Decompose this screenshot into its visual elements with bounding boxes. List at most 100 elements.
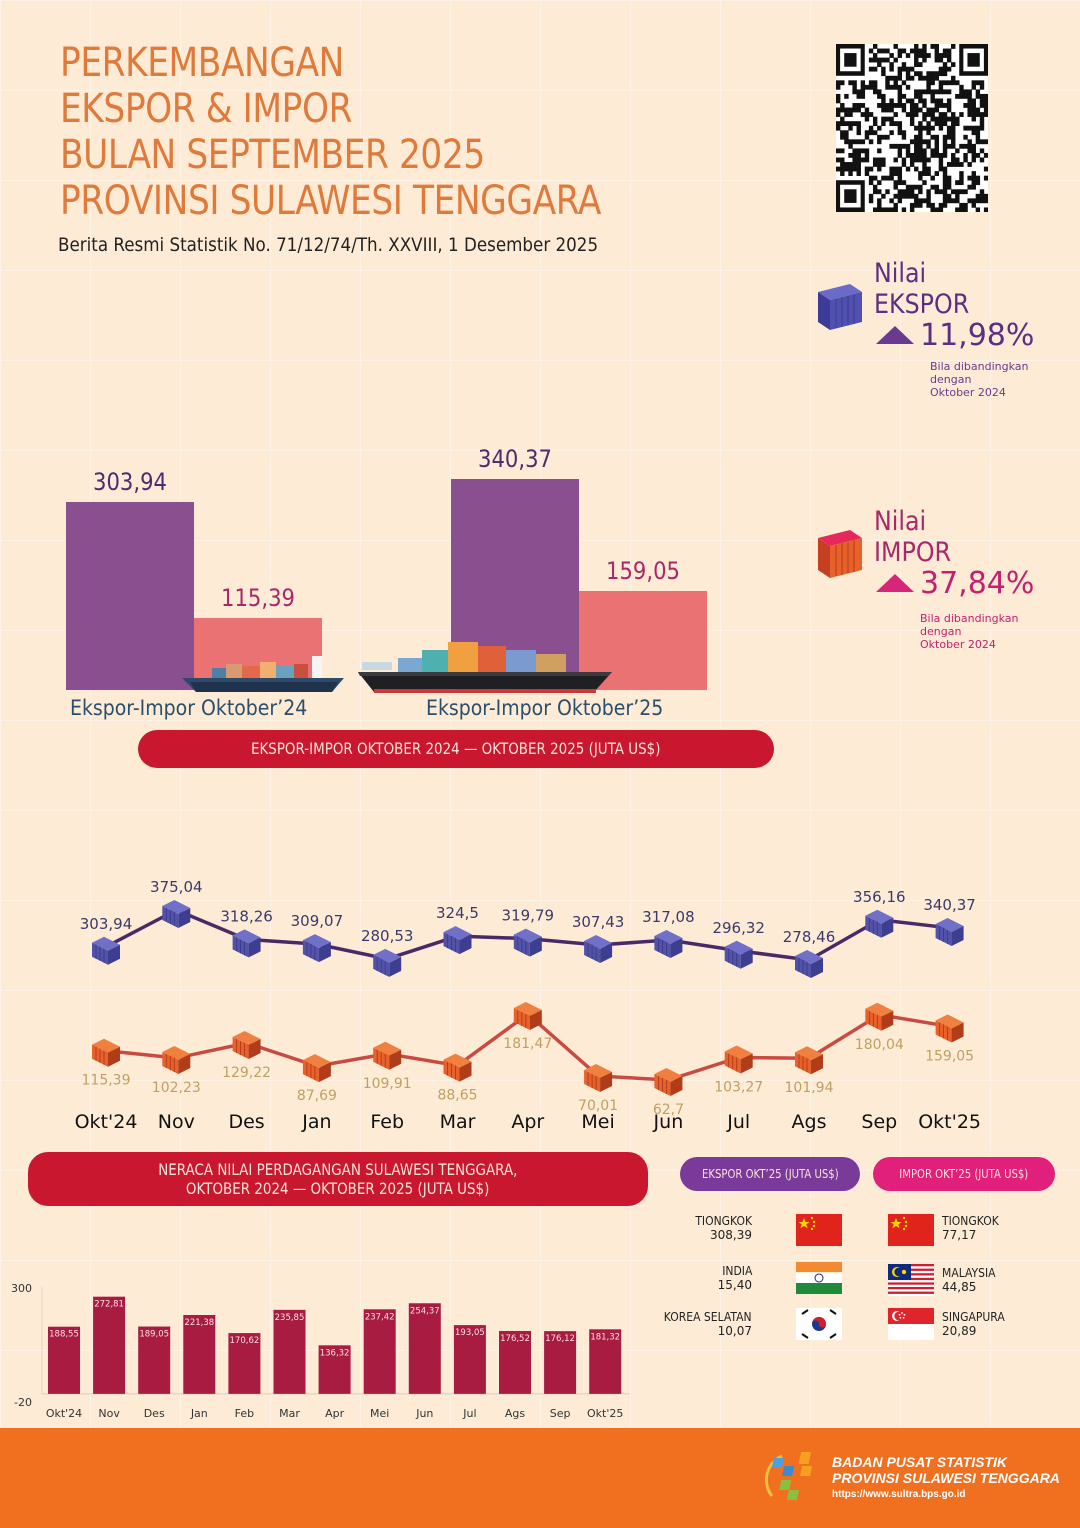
ekspor-value-label-12: 340,37 [923, 896, 976, 914]
balance-month-tick-6: Apr [325, 1407, 345, 1420]
container-export-icon [816, 282, 864, 337]
balance-value-label-6: 136,32 [320, 1348, 350, 1358]
india-flag-icon [796, 1262, 842, 1294]
ekspor-value-label-6: 319,79 [502, 907, 555, 925]
impor-point-4 [373, 1041, 402, 1070]
month-tick-3: Jan [301, 1111, 331, 1133]
comparison-bar-ekspor-0 [66, 501, 194, 690]
impor-value-label-6: 181,47 [503, 1036, 552, 1052]
month-tick-8: Jun [653, 1111, 684, 1133]
balance-value-label-3: 221,38 [184, 1318, 214, 1328]
ekspor-point-5 [443, 926, 472, 955]
balance-month-tick-9: Jul [462, 1407, 476, 1420]
ekspor-point-9 [724, 940, 753, 969]
kpi-impor-label: Nilai IMPOR [874, 506, 951, 568]
south-korea-flag-icon [796, 1308, 842, 1340]
ekspor-value-label-5: 324,5 [436, 904, 479, 922]
ekspor-value-label-4: 280,53 [361, 927, 414, 945]
impor-value-label-2: 129,22 [222, 1065, 271, 1081]
kpi-ekspor-label: Nilai EKSPOR [874, 258, 969, 320]
kpi-impor-label-1: Nilai [874, 506, 927, 537]
title-line-3: BULAN SEPTEMBER 2025 [60, 132, 485, 178]
balance-bar-8 [408, 1303, 441, 1394]
balance-month-tick-0: Okt'24 [46, 1407, 82, 1420]
footer-org-1: BADAN PUSAT STATISTIK [832, 1454, 1007, 1470]
ekspor-partners-title: EKSPOR OKT’25 (JUTA US$) [701, 1167, 839, 1181]
comparison-label-ekspor-0: 303,94 [93, 467, 167, 496]
balance-bar-6 [318, 1345, 351, 1394]
kpi-impor-note: Bila dibandingkan dengan Oktober 2024 [920, 612, 1019, 651]
small-ship-icon [182, 652, 346, 701]
ekspor-point-10 [795, 950, 823, 978]
month-tick-4: Feb [370, 1111, 404, 1133]
partner-value: 77,17 [942, 1228, 977, 1242]
balance-month-tick-10: Ags [505, 1407, 526, 1420]
impor-point-2 [232, 1031, 261, 1060]
china-flag-icon [796, 1214, 842, 1246]
comparison-category-1: Ekspor-Impor Oktober’24 [70, 696, 308, 720]
qr-code-icon[interactable] [836, 44, 989, 213]
singapore-flag-icon [888, 1308, 934, 1340]
balance-bar-9 [453, 1325, 486, 1394]
balance-value-label-2: 189,05 [139, 1330, 169, 1340]
banner-balance-text-2: OKTOBER 2024 — OKTOBER 2025 (JUTA US$) [186, 1179, 490, 1198]
impor-point-7 [584, 1063, 613, 1092]
balance-month-tick-3: Jan [190, 1407, 208, 1420]
kpi-ekspor-label-1: Nilai [874, 258, 927, 289]
balance-value-label-11: 176,12 [545, 1334, 575, 1344]
china-flag-icon [888, 1214, 934, 1246]
impor-point-5 [443, 1053, 472, 1082]
balance-bar-10 [499, 1330, 531, 1394]
kpi-ekspor-note-3: Oktober 2024 [930, 386, 1006, 399]
impor-point-0 [92, 1038, 120, 1067]
ekspor-value-label-0: 303,94 [80, 915, 133, 933]
impor-value-label-1: 102,23 [152, 1080, 201, 1096]
footer-url[interactable]: https://www.sultra.bps.go.id [832, 1489, 966, 1500]
impor-value-label-10: 101,94 [785, 1080, 834, 1096]
partner-country: INDIA [721, 1264, 752, 1278]
large-ship-icon [358, 636, 614, 701]
footer [0, 1428, 1080, 1528]
balance-value-label-12: 181,32 [590, 1332, 620, 1342]
banner-monthly: EKSPOR-IMPOR OKTOBER 2024 — OKTOBER 2025… [138, 730, 774, 768]
balance-value-label-8: 254,37 [410, 1306, 440, 1316]
ekspor-value-label-10: 278,46 [783, 928, 836, 946]
ekspor-partners-header: EKSPOR OKT’25 (JUTA US$) [680, 1157, 860, 1191]
title-line-4: PROVINSI SULAWESI TENGGARA [60, 178, 601, 224]
footer-org-2: PROVINSI SULAWESI TENGGARA [832, 1470, 1060, 1486]
impor-point-10 [795, 1046, 823, 1075]
impor-point-11 [865, 1002, 894, 1031]
partner-value: 308,39 [710, 1228, 752, 1242]
impor-value-label-11: 180,04 [855, 1037, 904, 1053]
banner-balance: NERACA NILAI PERDAGANGAN SULAWESI TENGGA… [28, 1152, 648, 1206]
balance-bar-2 [138, 1326, 171, 1394]
container-import-icon [816, 528, 864, 585]
partner-value: 15,40 [717, 1278, 752, 1292]
balance-month-tick-11: Sep [550, 1407, 571, 1420]
impor-partners-list: TIONGKOK 77,17 MALAYSIA 44,85 SINGAPURA … [886, 1210, 1076, 1350]
month-tick-1: Nov [158, 1111, 195, 1133]
month-tick-7: Mei [581, 1111, 614, 1133]
partner-value: 20,89 [942, 1324, 977, 1338]
list-item: SINGAPURA 20,89 [942, 1310, 1012, 1338]
balance-chart: 300 -20 188,55 Okt'24 272,81 Nov 189,05 Des 221,… [0, 1270, 660, 1430]
balance-month-tick-2: Des [144, 1407, 165, 1420]
malaysia-flag-icon [888, 1264, 934, 1296]
ekspor-value-label-11: 356,16 [853, 888, 906, 906]
ekspor-point-1 [162, 900, 191, 928]
ekspor-point-8 [654, 930, 683, 959]
kpi-impor-note-1: Bila dibandingkan [920, 612, 1019, 625]
month-tick-10: Ags [792, 1111, 827, 1133]
ekspor-point-2 [232, 929, 261, 958]
impor-point-1 [162, 1046, 191, 1075]
impor-point-8 [654, 1068, 683, 1096]
impor-value-label-9: 103,27 [714, 1079, 763, 1095]
balance-bar-4 [228, 1333, 261, 1394]
month-tick-0: Okt'24 [75, 1111, 138, 1133]
title-line-2: EKSPOR & IMPOR [60, 86, 353, 132]
balance-ytick-1: -20 [14, 1396, 32, 1409]
bps-logo-icon[interactable] [762, 1448, 826, 1509]
partner-country: SINGAPURA [942, 1310, 1005, 1324]
balance-bar-0 [48, 1326, 80, 1394]
impor-value-label-3: 87,69 [297, 1088, 337, 1104]
